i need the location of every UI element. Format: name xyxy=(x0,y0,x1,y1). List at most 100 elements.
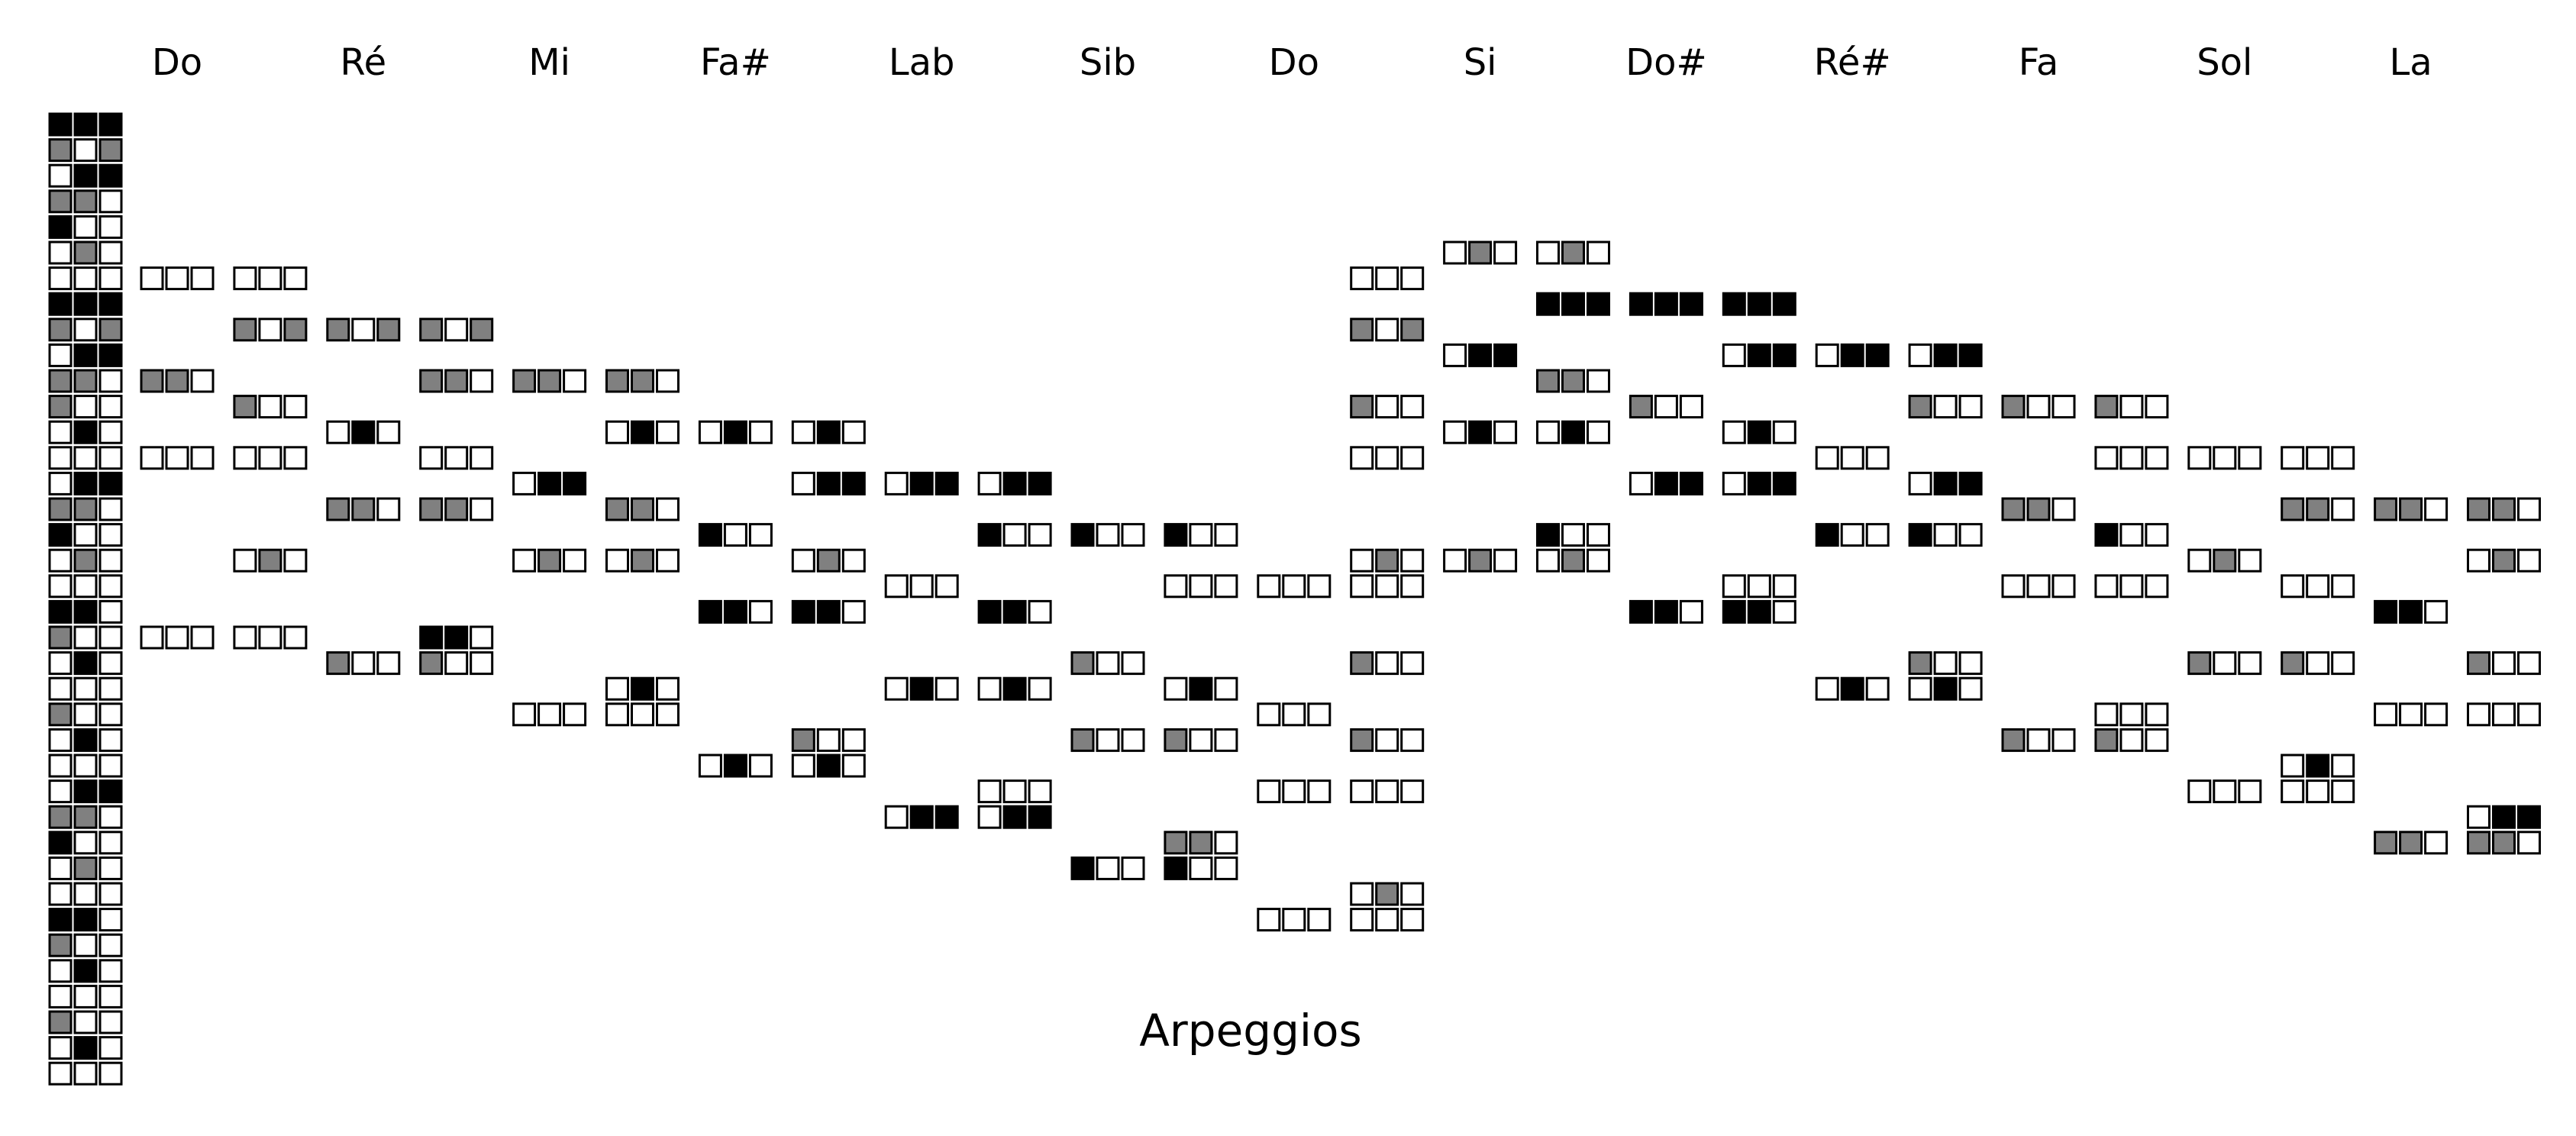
note-square xyxy=(2213,446,2237,470)
note-square xyxy=(73,1061,98,1086)
note-square xyxy=(98,318,123,342)
note-square xyxy=(2187,446,2212,470)
note-square xyxy=(816,548,841,573)
note-square xyxy=(1214,574,1238,599)
chord-cell xyxy=(2094,395,2169,419)
note-square xyxy=(1772,420,1796,444)
column-label: Do xyxy=(1269,41,1319,84)
note-square xyxy=(1679,292,1703,316)
chord-cell xyxy=(1164,676,1238,701)
note-square xyxy=(1096,856,1120,880)
note-square xyxy=(1815,446,1839,470)
chord-cell xyxy=(1350,266,1425,291)
note-square xyxy=(1028,599,1052,624)
arpeggio-column xyxy=(2001,395,2076,752)
note-square xyxy=(48,420,73,444)
note-square xyxy=(2094,574,2119,599)
legend-row xyxy=(48,420,123,444)
legend-row xyxy=(48,984,123,1009)
note-square xyxy=(73,138,98,163)
note-square xyxy=(1002,471,1027,495)
note-square xyxy=(2051,395,2076,419)
note-square xyxy=(48,318,73,342)
note-square xyxy=(1350,574,1374,599)
note-square xyxy=(1679,471,1703,495)
chord-cell xyxy=(791,471,866,495)
note-square xyxy=(816,420,841,444)
chord-cell xyxy=(1257,574,1332,599)
note-square xyxy=(98,702,123,727)
chord-cell xyxy=(2467,548,2541,573)
chord-cell xyxy=(2001,574,2076,599)
legend-row xyxy=(48,471,123,495)
note-square xyxy=(73,1036,98,1060)
arpeggio-column xyxy=(791,420,866,778)
note-square xyxy=(1840,446,1864,470)
note-square xyxy=(884,574,909,599)
note-square xyxy=(73,1010,98,1034)
column-label: Fa xyxy=(2019,41,2059,84)
note-square xyxy=(1002,805,1027,829)
note-square xyxy=(98,471,123,495)
note-square xyxy=(470,446,494,470)
note-square xyxy=(1536,420,1560,444)
note-square xyxy=(283,318,308,342)
note-square xyxy=(656,497,680,521)
note-square xyxy=(1400,548,1425,573)
note-square xyxy=(884,676,909,701)
note-square xyxy=(48,882,73,906)
note-square xyxy=(1350,779,1374,804)
note-square xyxy=(1400,728,1425,752)
note-square xyxy=(283,266,308,291)
note-square xyxy=(1400,574,1425,599)
chord-cell xyxy=(2374,702,2448,727)
note-square xyxy=(73,215,98,239)
note-square xyxy=(1164,523,1188,547)
note-square xyxy=(444,446,469,470)
note-square xyxy=(2094,446,2119,470)
note-square xyxy=(1214,831,1238,855)
legend-row xyxy=(48,805,123,829)
note-square xyxy=(48,574,73,599)
note-square xyxy=(48,395,73,419)
legend-row xyxy=(48,369,123,393)
note-square xyxy=(1772,343,1796,367)
arpeggio-column xyxy=(1070,523,1145,880)
note-square xyxy=(2517,831,2541,855)
note-square xyxy=(73,959,98,983)
note-square xyxy=(444,369,469,393)
note-square xyxy=(1493,343,1518,367)
note-square xyxy=(2306,779,2330,804)
note-square xyxy=(98,676,123,701)
note-square xyxy=(1587,420,1610,444)
chord-cell xyxy=(2001,728,2076,752)
chord-cell xyxy=(2374,497,2448,521)
arpeggio-column xyxy=(1350,266,1425,932)
chord-cell xyxy=(419,369,494,393)
arpeggio-column xyxy=(233,266,308,650)
chord-cell xyxy=(1350,779,1425,804)
note-square xyxy=(98,1036,123,1060)
note-square xyxy=(1350,908,1374,932)
chord-cell xyxy=(1443,240,1518,265)
note-square xyxy=(791,599,815,624)
arpeggio-column xyxy=(2374,497,2448,855)
note-square xyxy=(1189,856,1213,880)
note-square xyxy=(73,497,98,521)
note-square xyxy=(841,599,866,624)
note-square xyxy=(1629,599,1653,624)
note-square xyxy=(1908,343,1932,367)
note-square xyxy=(351,420,376,444)
note-square xyxy=(165,266,189,291)
note-square xyxy=(140,266,164,291)
note-square xyxy=(48,702,73,727)
note-square xyxy=(1096,728,1120,752)
chord-cell xyxy=(419,625,494,650)
chord-cell xyxy=(1908,523,1983,547)
note-square xyxy=(1747,420,1771,444)
note-square xyxy=(1070,856,1095,880)
note-square xyxy=(2331,446,2355,470)
note-square xyxy=(1164,574,1188,599)
note-square xyxy=(1654,292,1678,316)
legend-row xyxy=(48,138,123,163)
